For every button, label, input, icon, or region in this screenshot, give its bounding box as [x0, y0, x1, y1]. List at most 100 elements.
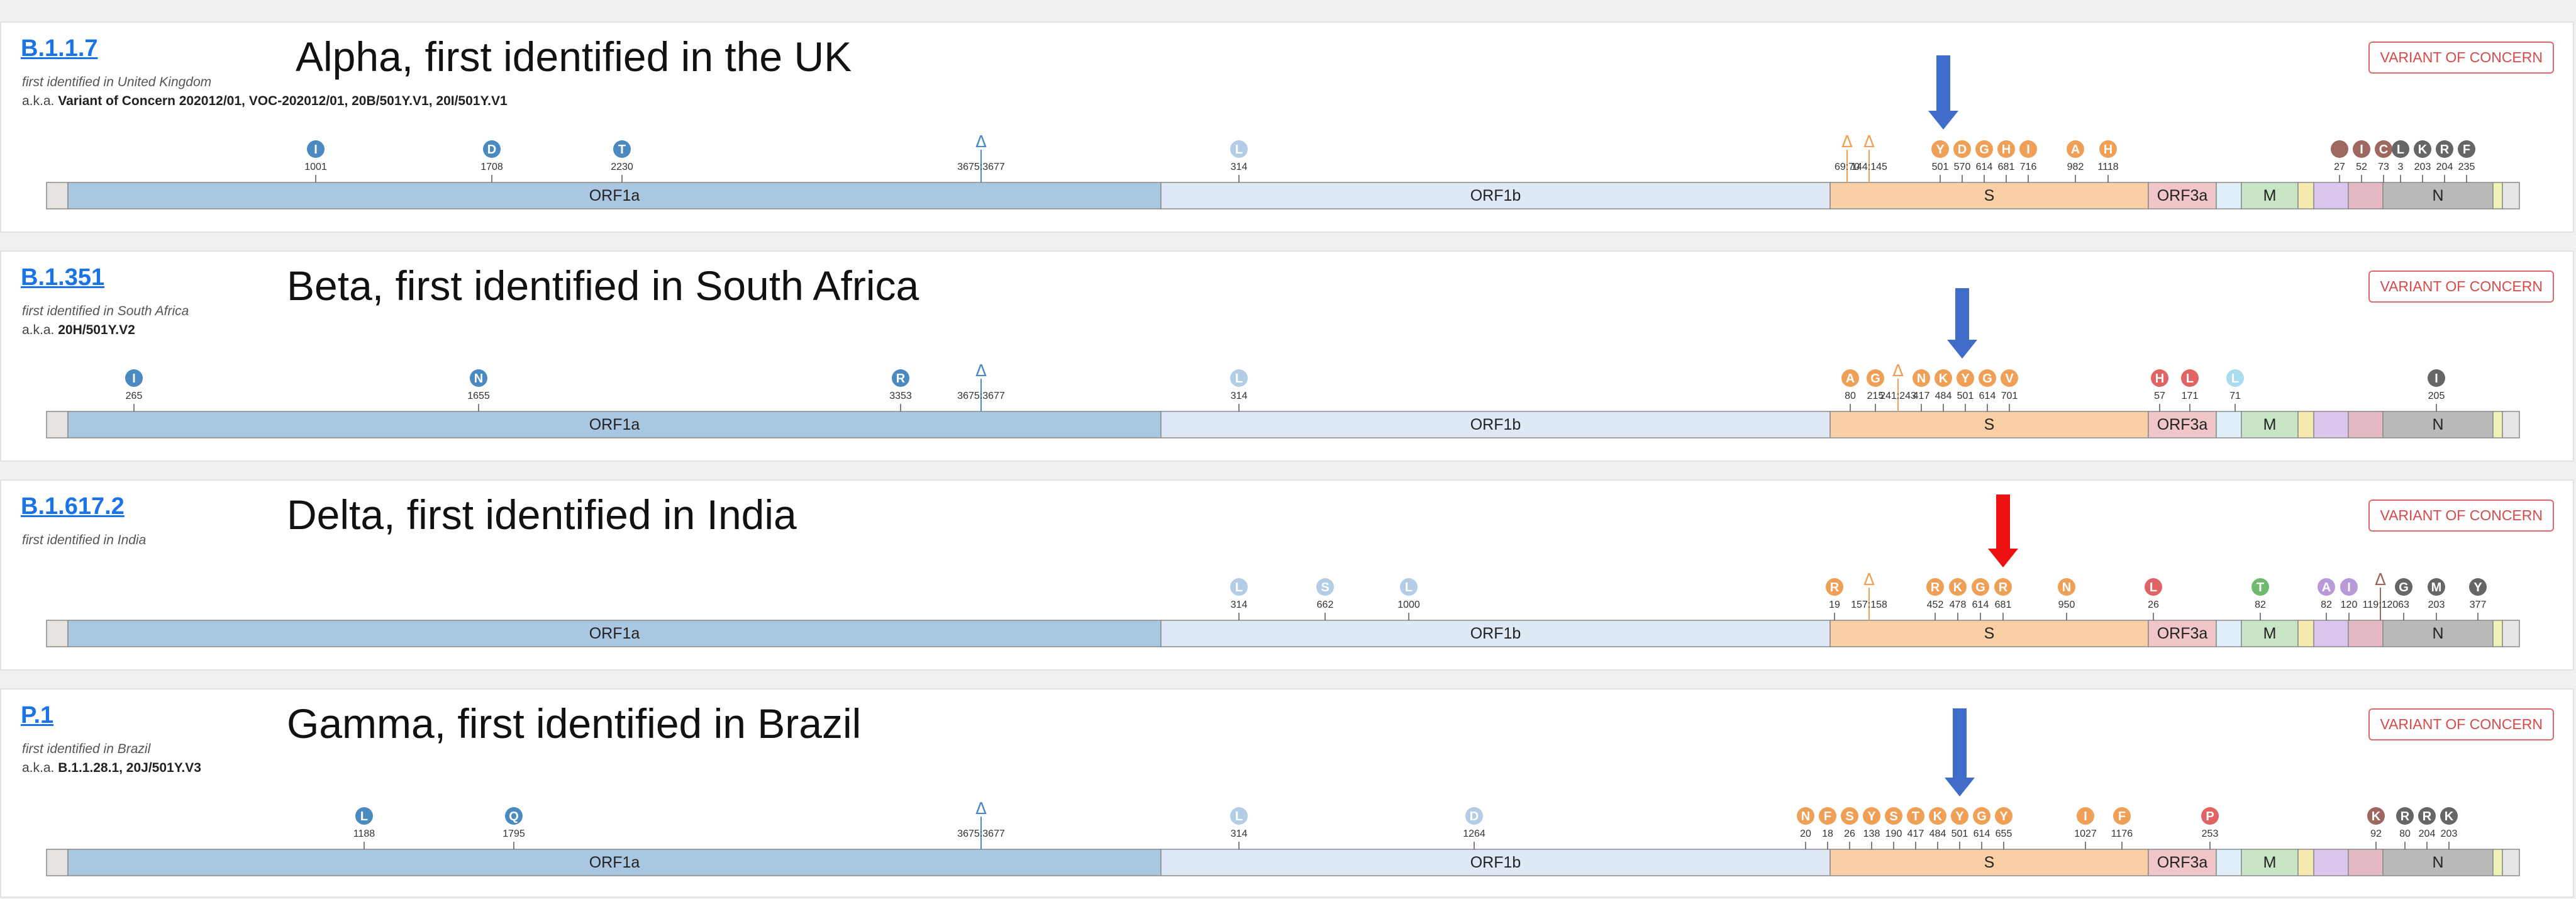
mutation-letter: L — [360, 810, 368, 824]
deletion-marker[interactable]: Δ 119:120 — [2363, 571, 2399, 620]
gene-segment — [46, 182, 69, 209]
mutation-marker[interactable]: S 190 — [1885, 807, 1902, 849]
mutation-marker[interactable]: L 1188 — [353, 807, 375, 849]
deletion-marker[interactable]: Δ 3675:3677 — [957, 800, 1005, 849]
mutation-marker[interactable]: M 203 — [2428, 578, 2445, 620]
mutation-marker[interactable]: K 92 — [2367, 807, 2385, 849]
mutation-marker[interactable]: Y 501 — [1957, 369, 1974, 411]
gene-label: ORF1a — [589, 187, 640, 204]
mutation-marker[interactable]: I 265 — [125, 369, 143, 411]
mutation-marker[interactable]: D 1264 — [1463, 807, 1485, 849]
mutation-marker[interactable]: C 73 — [2375, 140, 2392, 182]
mutation-marker[interactable]: K 478 — [1949, 578, 1967, 620]
mutation-marker[interactable]: I 1027 — [2074, 807, 2097, 849]
gene-label: M — [2263, 625, 2277, 642]
mutation-marker[interactable]: Y 501 — [1931, 140, 1949, 182]
mutation-marker[interactable]: L 1000 — [1397, 578, 1420, 620]
gene-m — [2241, 620, 2299, 647]
mutation-marker[interactable]: R 452 — [1926, 578, 1944, 620]
mutation-marker[interactable]: N 1655 — [467, 369, 490, 411]
mutation-marker[interactable]: G 215 — [1867, 369, 1884, 411]
mutation-marker[interactable]: R 19 — [1826, 578, 1843, 620]
gene-label: S — [1984, 416, 1995, 433]
mutation-marker[interactable]: I 205 — [2428, 369, 2445, 411]
mutation-letter: K — [1939, 372, 1948, 386]
gene-segment — [2297, 182, 2314, 209]
mutation-marker[interactable]: P 253 — [2201, 807, 2219, 849]
mutation-marker[interactable]: L 171 — [2181, 369, 2199, 411]
mutation-marker[interactable]: R 204 — [2418, 807, 2436, 849]
mutation-marker[interactable]: K 484 — [1929, 807, 1946, 849]
mutation-marker[interactable]: R 3353 — [889, 369, 912, 411]
gene-segment — [2216, 620, 2242, 647]
mutation-marker[interactable]: F 235 — [2458, 140, 2475, 182]
mutation-marker[interactable]: N 20 — [1797, 807, 1814, 849]
mutation-marker[interactable]: G 63 — [2395, 578, 2412, 620]
mutation-marker[interactable]: Y 377 — [2469, 578, 2487, 620]
mutation-marker[interactable]: A 82 — [2318, 578, 2335, 620]
mutation-marker[interactable]: L 71 — [2226, 369, 2244, 411]
mutation-marker[interactable]: L 314 — [1230, 140, 1248, 182]
deletion-marker[interactable]: Δ 3675:3677 — [957, 362, 1005, 411]
mutation-position: 120 — [2341, 600, 2358, 610]
mutation-position: 92 — [2370, 829, 2382, 839]
mutation-marker[interactable]: G 614 — [1972, 578, 1989, 620]
mutation-marker[interactable]: H 1118 — [2097, 140, 2119, 182]
mutation-marker[interactable]: T 2230 — [611, 140, 633, 182]
mutation-marker[interactable]: H 681 — [1997, 140, 2015, 182]
mutation-marker[interactable]: A 80 — [1841, 369, 1859, 411]
mutation-marker[interactable]: R 681 — [1994, 578, 2012, 620]
deletion-marker[interactable]: Δ 157:158 — [1851, 571, 1887, 620]
lineage-link[interactable]: B.1.351 — [21, 264, 105, 291]
mutation-letter: K — [1953, 581, 1963, 595]
mutation-marker[interactable]: Y 655 — [1995, 807, 2012, 849]
mutation-marker[interactable]: G 614 — [1973, 807, 1990, 849]
mutation-marker[interactable]: V 701 — [2001, 369, 2018, 411]
mutation-marker[interactable]: Y 138 — [1863, 807, 1880, 849]
mutation-marker[interactable]: L 26 — [2145, 578, 2162, 620]
mutation-marker[interactable]: I 716 — [2019, 140, 2037, 182]
mutation-marker[interactable]: N 417 — [1913, 369, 1930, 411]
lineage-link[interactable]: B.1.617.2 — [21, 493, 125, 520]
mutation-marker[interactable]: I 1001 — [304, 140, 327, 182]
mutation-letter: S — [1321, 581, 1329, 595]
mutation-marker[interactable]: F 1176 — [2111, 807, 2133, 849]
deletion-marker[interactable]: Δ 69:70 — [1835, 133, 1860, 182]
mutation-marker[interactable]: Q 1795 — [502, 807, 525, 849]
mutation-marker[interactable]: D 570 — [1953, 140, 1971, 182]
mutation-marker[interactable]: T 417 — [1907, 807, 1924, 849]
mutation-letter: I — [2084, 810, 2087, 824]
mutation-marker[interactable]: L3 — [2392, 140, 2409, 182]
mutation-marker[interactable]: D 1708 — [480, 140, 503, 182]
mutation-marker[interactable]: K 484 — [1935, 369, 1952, 411]
mutation-marker[interactable]: Y 501 — [1951, 807, 1968, 849]
lineage-link[interactable]: P.1 — [21, 702, 54, 729]
mutation-marker[interactable]: S 662 — [1316, 578, 1334, 620]
mutation-position: 484 — [1929, 829, 1946, 839]
mutation-marker[interactable]: G 614 — [1979, 369, 1996, 411]
mutation-marker[interactable]: H 57 — [2151, 369, 2168, 411]
mutation-marker[interactable]: S 26 — [1841, 807, 1858, 849]
lineage-link[interactable]: B.1.1.7 — [21, 35, 98, 62]
mutation-marker[interactable]: K 203 — [2440, 807, 2458, 849]
deletion-marker[interactable]: Δ 144:145 — [1851, 133, 1887, 182]
mutation-marker[interactable]: 27 — [2331, 140, 2348, 182]
deletion-marker[interactable]: Δ 3675:3677 — [957, 133, 1005, 182]
mutation-marker[interactable]: I 52 — [2353, 140, 2370, 182]
mutation-marker[interactable]: N 950 — [2058, 578, 2075, 620]
mutation-position: 82 — [2321, 600, 2332, 610]
mutation-marker[interactable]: L 314 — [1230, 369, 1248, 411]
mutation-marker[interactable]: R 80 — [2396, 807, 2414, 849]
mutation-letter: A — [2322, 581, 2331, 595]
mutation-marker[interactable]: R 204 — [2436, 140, 2453, 182]
mutation-marker[interactable]: L 314 — [1230, 578, 1248, 620]
mutation-marker[interactable]: F 18 — [1819, 807, 1836, 849]
aka-prefix: a.k.a. — [22, 323, 55, 337]
mutation-marker[interactable]: L 314 — [1230, 807, 1248, 849]
mutation-marker[interactable]: G 614 — [1975, 140, 1993, 182]
mutation-marker[interactable]: T 82 — [2251, 578, 2269, 620]
mutation-marker[interactable]: K 203 — [2414, 140, 2431, 182]
deletion-marker[interactable]: Δ 241:243 — [1880, 362, 1916, 411]
mutation-marker[interactable]: I 120 — [2340, 578, 2358, 620]
mutation-marker[interactable]: A 982 — [2067, 140, 2084, 182]
